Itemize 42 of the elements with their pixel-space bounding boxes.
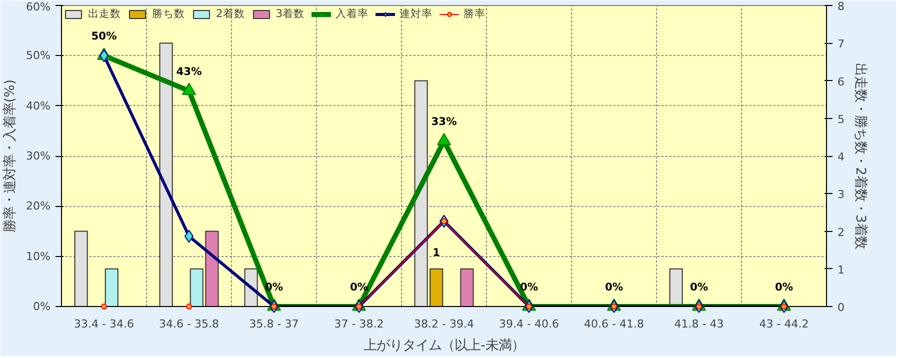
y2-tick-label: 8	[838, 0, 844, 13]
y-tick-label: 0%	[33, 300, 50, 313]
x-tick-label: 43 - 44.2	[759, 318, 809, 330]
data-label: 33%	[431, 114, 458, 128]
legend-label: 2着数	[216, 7, 245, 21]
data-label: 50%	[91, 30, 118, 43]
legend-label: 3着数	[276, 7, 305, 21]
y2-tick-label: 1	[838, 263, 844, 276]
data-label: 0%	[604, 280, 624, 294]
y-axis-title: 勝率・連対率・入着率(%)	[2, 79, 18, 233]
y-tick-label: 10%	[26, 250, 51, 263]
y2-tick-label: 5	[838, 112, 844, 126]
x-axis-title: 上がりタイム（以上-未満）	[364, 338, 524, 354]
legend-label: 入着率	[336, 7, 369, 21]
y-tick-label: 60%	[26, 0, 51, 14]
y2-tick-label: 3	[838, 188, 844, 202]
legend-label: 勝率	[464, 7, 486, 21]
y-tick-label: 50%	[26, 49, 51, 62]
x-tick-label: 35.8 - 37	[249, 318, 299, 330]
legend-label: 連対率	[400, 7, 433, 21]
y2-tick-label: 2	[838, 226, 844, 239]
data-label: 43%	[176, 64, 202, 78]
data-label: 0%	[690, 280, 708, 294]
x-tick-label: 34.6 - 35.8	[159, 318, 219, 330]
y-tick-label: 40%	[26, 99, 51, 112]
y2-tick-label: 7	[838, 38, 844, 51]
x-tick-label: 37 - 38.2	[334, 318, 384, 330]
legend-label: 出走数	[88, 7, 121, 21]
y-tick-label: 30%	[26, 150, 51, 162]
y2-tick-label: 6	[838, 75, 844, 88]
y2-tick-label: 4	[838, 150, 844, 164]
y2-tick-label: 0	[838, 301, 844, 314]
legend-label: 勝ち数	[152, 7, 185, 21]
x-tick-label: 40.6 - 41.8	[584, 318, 644, 330]
y-tick-label: 20%	[26, 200, 51, 213]
y2-axis-title: 出走数・勝ち数・2着数・3着数	[852, 63, 868, 249]
data-label: 0%	[774, 280, 794, 294]
x-tick-label: 41.8 - 43	[674, 318, 724, 330]
x-tick-label: 38.2 - 39.4	[414, 318, 474, 330]
x-tick-label: 33.4 - 34.6	[74, 318, 134, 330]
x-tick-label: 39.4 - 40.6	[499, 318, 559, 330]
data-label: 1	[432, 246, 440, 259]
